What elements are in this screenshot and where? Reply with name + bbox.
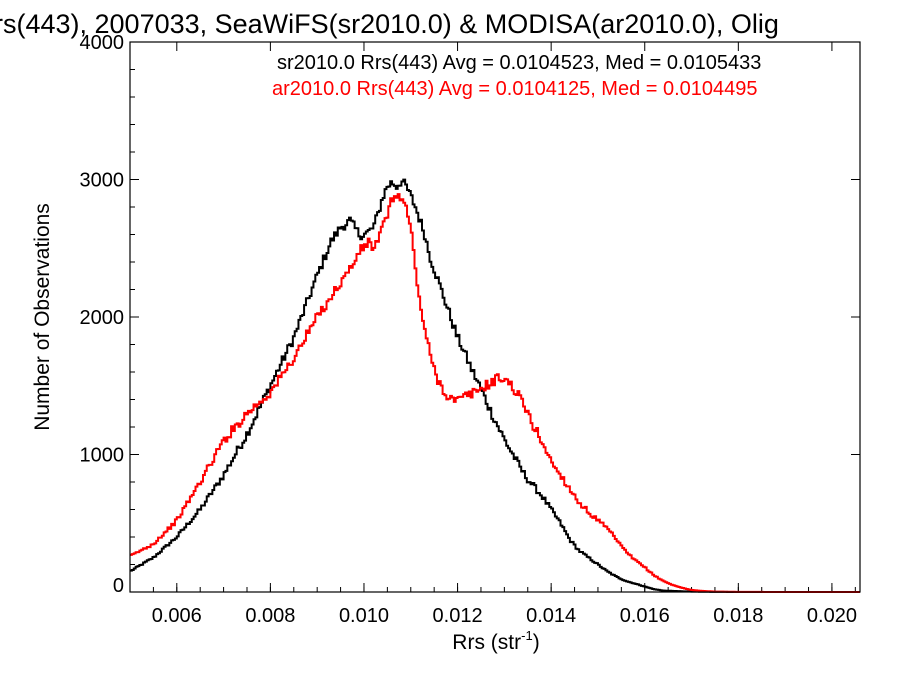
x-tick-label: 0.008 <box>245 605 295 627</box>
x-tick-label: 0.014 <box>526 605 576 627</box>
y-tick-label: 1000 <box>80 445 125 467</box>
x-tick-label: 0.012 <box>433 605 483 627</box>
y-tick-group: 0 1000 2000 3000 4000 <box>80 32 860 597</box>
annotation-ar: ar2010.0 Rrs(443) Avg = 0.0104125, Med =… <box>272 78 758 100</box>
chart-title: rs(443), 2007033, SeaWiFS(sr2010.0) & MO… <box>0 9 779 39</box>
y-axis-label: Number of Observations <box>31 203 54 431</box>
x-tick-group: 0.006 0.008 0.010 0.012 0.014 0.016 0.018 0.020 <box>129 42 857 627</box>
plot-frame <box>129 41 861 593</box>
x-tick-label: 0.020 <box>807 605 857 627</box>
y-tick-label: 3000 <box>80 170 125 192</box>
y-tick-label: 4000 <box>80 32 125 54</box>
x-tick-label: 0.010 <box>339 605 389 627</box>
x-tick-label: 0.018 <box>713 605 763 627</box>
y-tick-label: 0 <box>113 575 124 597</box>
y-tick-label: 2000 <box>80 307 125 329</box>
x-axis-label-superscript: -1 <box>521 628 533 643</box>
x-tick-label: 0.016 <box>620 605 670 627</box>
annotation-sr: sr2010.0 Rrs(443) Avg = 0.0104523, Med =… <box>277 52 761 74</box>
x-tick-label: 0.006 <box>152 605 202 627</box>
x-axis-label: Rrs (str-1) <box>452 628 539 654</box>
series-line-ar2010.0 <box>130 193 860 593</box>
x-axis-label-main: Rrs (str <box>452 631 521 654</box>
x-axis-label-close: ) <box>533 631 540 654</box>
